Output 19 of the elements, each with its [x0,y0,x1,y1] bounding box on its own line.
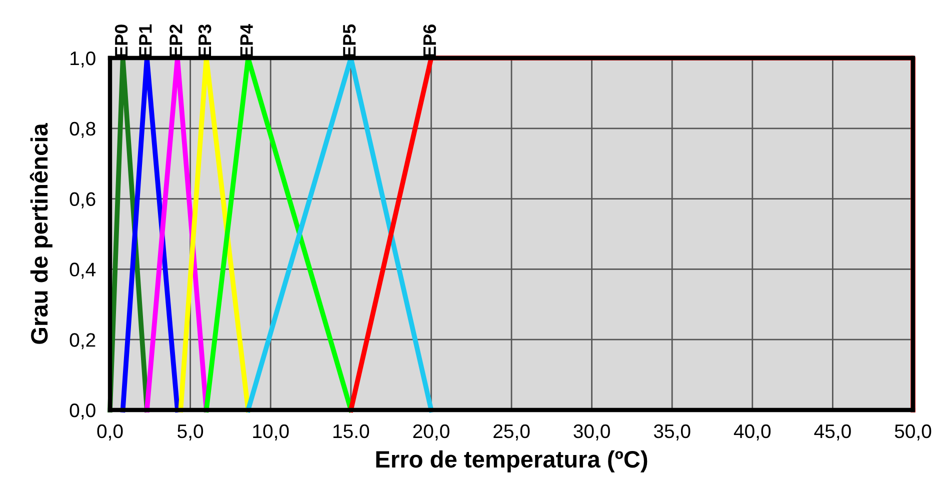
y-tick-label: 0,2 [70,333,96,350]
y-tick-label: 1,0 [70,51,96,68]
y-axis-title: Grau de pertinência [30,122,52,344]
y-tick-label: 0,0 [70,403,96,420]
y-tick-label: 0,4 [70,262,96,279]
x-tick-label: 45,0 [814,424,851,440]
x-tick-label: 20,0 [413,424,450,440]
x-tick-label: 25,0 [494,424,530,440]
x-tick-label: 5,0 [178,424,204,440]
y-tick-label: 0,8 [70,122,96,138]
x-tick-label: 40,0 [734,424,771,440]
x-tick-label: 10,0 [253,424,289,440]
x-axis-title: Erro de temperatura (ºC) [376,450,648,472]
x-tick-label: 35,0 [654,424,690,440]
x-tick-label: 50,0 [894,424,932,440]
x-tick-label: 30,0 [574,424,610,440]
y-tick-label: 0,6 [70,192,96,208]
x-tick-label: 15.0 [333,424,370,438]
x-tick-label: 0,0 [97,424,123,440]
